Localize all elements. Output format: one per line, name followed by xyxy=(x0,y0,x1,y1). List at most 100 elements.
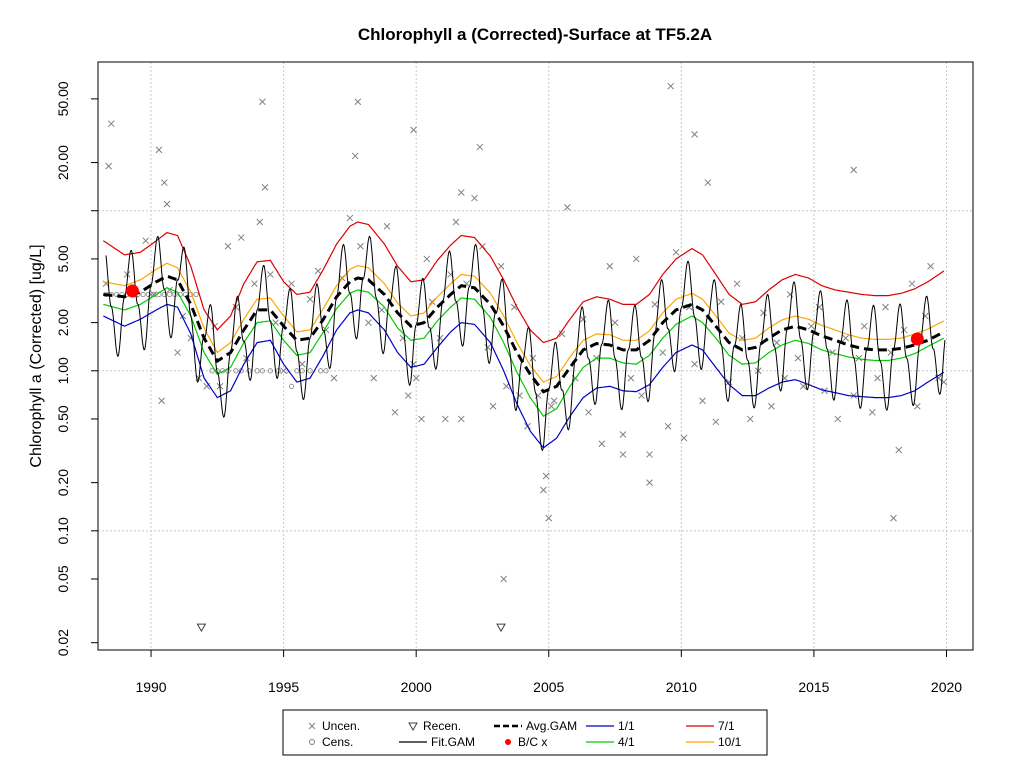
uncensored-point xyxy=(155,146,163,154)
uncensored-point xyxy=(900,326,908,334)
uncensored-point xyxy=(224,242,232,250)
y-tick-label: 5.00 xyxy=(55,245,71,272)
uncensored-point xyxy=(484,344,492,351)
uncensored-point xyxy=(691,131,698,138)
legend-symbol-uncen xyxy=(308,722,316,730)
uncensored-point xyxy=(423,255,431,263)
censored-point xyxy=(161,291,167,298)
uncensored-point xyxy=(646,479,653,486)
censored-point xyxy=(166,291,173,298)
uncensored-point xyxy=(773,339,781,346)
uncensored-point xyxy=(699,397,706,405)
uncensored-point xyxy=(306,295,314,303)
uncensored-point xyxy=(890,514,897,522)
y-tick-label: 50.00 xyxy=(55,81,71,116)
legend-item: 4/1 xyxy=(586,735,635,749)
curve-4-1 xyxy=(103,287,945,417)
uncensored-point xyxy=(107,120,115,128)
uncensored-point xyxy=(672,248,680,256)
y-tick-label: 0.02 xyxy=(55,629,71,656)
censored-point xyxy=(318,368,324,374)
uncensored-point xyxy=(619,431,627,438)
uncensored-point xyxy=(288,280,295,288)
x-tick-label: 2015 xyxy=(798,679,829,695)
y-tick-label: 0.05 xyxy=(55,565,71,592)
uncensored-point xyxy=(259,98,266,106)
uncensored-point xyxy=(746,415,754,423)
uncensored-point xyxy=(799,382,807,390)
uncensored-point xyxy=(842,334,850,342)
uncensored-point xyxy=(760,309,767,317)
y-tick-label: 20.00 xyxy=(55,145,71,180)
bc-point xyxy=(125,284,139,298)
uncensored-point xyxy=(150,291,158,298)
fit-gam-line xyxy=(105,235,946,452)
uncensored-point xyxy=(330,374,338,382)
uncensored-point xyxy=(261,184,269,191)
uncensored-point xyxy=(895,446,903,454)
legend-item: Avg.GAM xyxy=(494,719,577,733)
y-tick-label: 1.00 xyxy=(55,357,71,384)
uncensored-point xyxy=(646,451,653,458)
uncensored-point xyxy=(163,200,171,208)
y-axis: 0.02 0.05 0.10 0.20 0.50 1.00 2.00 5.00 20.00 50.… xyxy=(55,81,99,656)
censored-point xyxy=(209,368,215,374)
x-tick-label: 1995 xyxy=(268,679,299,695)
uncensored-point xyxy=(598,440,606,448)
uncensored-point xyxy=(558,330,566,338)
uncensored-point xyxy=(855,354,863,362)
uncensored-point xyxy=(579,315,587,323)
uncensored-point xyxy=(712,418,720,426)
x-axis: 1990 1995 2000 2005 2010 2015 2020 xyxy=(135,649,962,695)
uncensored-point xyxy=(807,322,815,330)
uncensored-point xyxy=(850,166,858,174)
uncensored-point xyxy=(256,218,264,226)
legend-label: Avg.GAM xyxy=(526,719,577,733)
uncensored-point xyxy=(585,408,592,416)
y-tick-label: 0.50 xyxy=(55,405,71,432)
uncensored-point xyxy=(346,214,354,222)
avg-gam-line xyxy=(103,274,945,394)
legend-label: Fit.GAM xyxy=(431,735,475,749)
uncensored-point xyxy=(632,255,640,263)
uncensored-point xyxy=(563,203,571,211)
uncensored-point xyxy=(436,334,444,342)
uncensored-point xyxy=(794,354,802,362)
uncensored-point xyxy=(365,319,372,326)
recensored-point xyxy=(196,623,207,633)
censored-point xyxy=(140,291,146,298)
uncensored-point xyxy=(768,402,775,410)
uncensored-point xyxy=(174,349,181,356)
recensored-point xyxy=(496,623,506,633)
legend-symbol-recen xyxy=(408,722,418,732)
uncensored-point xyxy=(497,262,505,270)
legend-label: 7/1 xyxy=(718,719,735,733)
uncensored-point xyxy=(160,179,168,186)
uncensored-point xyxy=(391,408,399,416)
censored-point xyxy=(267,368,273,374)
curve-7-1 xyxy=(102,221,945,344)
censored-point xyxy=(259,368,265,374)
censored-point xyxy=(246,368,252,374)
uncensored-point xyxy=(452,218,460,226)
uncensored-point xyxy=(412,374,420,382)
uncensored-point xyxy=(314,267,322,275)
uncensored-point xyxy=(457,415,465,423)
uncensored-point xyxy=(502,382,510,390)
censored-point xyxy=(307,368,313,374)
uncensored-point xyxy=(529,354,537,362)
uncensored-point xyxy=(370,374,378,382)
bc-point xyxy=(910,332,924,346)
bc-points xyxy=(125,284,924,346)
uncensored-point xyxy=(545,514,553,522)
uncensored-point xyxy=(882,303,889,311)
uncensored-point xyxy=(717,298,725,306)
uncensored-point xyxy=(500,575,508,583)
legend-label: 10/1 xyxy=(718,735,742,749)
legend-item: Recen. xyxy=(408,719,461,733)
uncensored-point xyxy=(105,162,112,170)
chart-title: Chlorophyll a (Corrected)-Surface at TF5… xyxy=(358,25,712,44)
censored-point xyxy=(288,383,295,389)
